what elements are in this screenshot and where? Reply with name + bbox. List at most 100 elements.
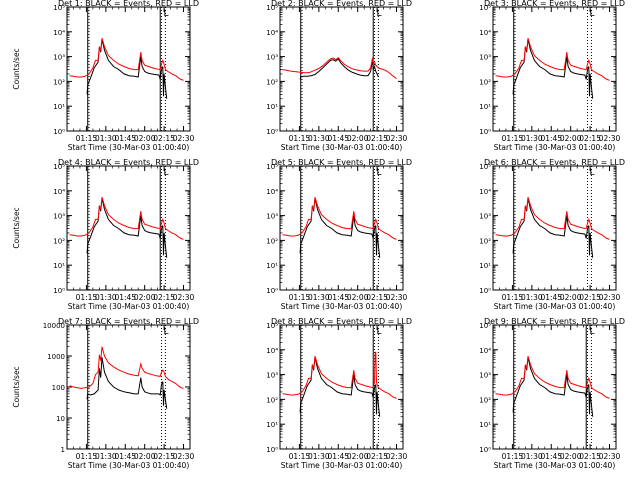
plot-frame: [66, 6, 191, 132]
x-tick-label: 02:15: [579, 293, 601, 302]
plot-frame: [492, 165, 617, 291]
plot-title: Det 1: BLACK = Events, RED = LLD: [58, 0, 199, 8]
plot-frame: [279, 324, 404, 450]
x-axis-title: Start Time (30-Mar-03 01:00:40): [281, 143, 403, 152]
x-tick-label: 02:30: [599, 452, 621, 461]
plot-frame: [492, 324, 617, 450]
x-tick-label: 01:15: [76, 293, 98, 302]
plot-title: Det 2: BLACK = Events, RED = LLD: [271, 0, 412, 8]
x-tick-label: 02:00: [347, 452, 369, 461]
plot-title: Det 6: BLACK = Events, RED = LLD: [484, 158, 625, 167]
plot-frame: [279, 165, 404, 291]
detector-plot-4: 10⁰10¹10²10³10⁴10⁵01:1501:3001:4502:0002…: [12, 158, 199, 311]
marker-flag-label: L: [164, 168, 169, 178]
lld-series-line: [69, 346, 184, 389]
y-tick-label: 10³: [266, 54, 278, 62]
y-tick-label: 10³: [479, 372, 491, 380]
x-axis-title: Start Time (30-Mar-03 01:00:40): [494, 143, 616, 152]
x-tick-label: 01:15: [76, 134, 98, 143]
marker-flag-label: L: [377, 327, 382, 337]
y-tick-label: 10³: [479, 54, 491, 62]
y-tick-label: 10¹: [479, 103, 491, 111]
detector-plot-7: 1 10 100 1000 10000 01:1501:3001:4502:0002:15…: [12, 317, 199, 470]
x-tick-label: 01:30: [521, 293, 543, 302]
x-tick-label: 02:30: [173, 293, 195, 302]
y-tick-label: 10²: [53, 237, 65, 245]
x-tick-label: 02:30: [173, 134, 195, 143]
y-tick-label: 10⁵: [53, 4, 65, 12]
y-tick-label: 10⁰: [479, 287, 491, 295]
y-tick-label: 10⁰: [266, 287, 278, 295]
detector-plot-1: 10⁰10¹10²10³10⁴10⁵01:1501:3001:4502:0002…: [12, 0, 199, 152]
lld-series-line: [495, 38, 610, 81]
y-tick-label: 10000: [43, 322, 65, 330]
x-tick-label: 02:15: [153, 452, 175, 461]
y-tick-label: 10²: [479, 396, 491, 404]
y-tick-label: 10⁴: [266, 347, 278, 355]
y-tick-label: 10¹: [479, 421, 491, 429]
x-tick-label: 02:30: [386, 134, 408, 143]
detector-plot-9: 10⁰10¹10²10³10⁴10⁵01:1501:3001:4502:0002…: [479, 317, 625, 470]
x-tick-label: 02:15: [153, 134, 175, 143]
x-tick-label: 01:45: [327, 293, 349, 302]
marker-flag-label: L: [164, 327, 169, 337]
x-tick-label: 01:45: [540, 293, 562, 302]
plot-title: Det 8: BLACK = Events, RED = LLD: [271, 317, 412, 326]
x-axis-title: Start Time (30-Mar-03 01:00:40): [68, 461, 190, 470]
y-tick-label: 10¹: [266, 262, 278, 270]
y-tick-label: 10¹: [266, 103, 278, 111]
events-series-line: [299, 58, 379, 80]
x-tick-label: 01:15: [76, 452, 98, 461]
x-tick-label: 01:15: [289, 293, 311, 302]
x-tick-label: 01:45: [114, 293, 136, 302]
x-tick-label: 01:15: [502, 452, 524, 461]
y-tick-label: 10⁰: [266, 128, 278, 136]
y-tick-label: 1: [61, 446, 65, 454]
x-tick-label: 01:15: [289, 134, 311, 143]
y-tick-label: 1000: [47, 353, 65, 361]
y-tick-label: 10²: [266, 237, 278, 245]
y-tick-label: 10⁴: [479, 188, 491, 196]
detector-plot-6: 10⁰10¹10²10³10⁴10⁵01:1501:3001:4502:0002…: [479, 158, 625, 311]
y-tick-label: 100: [52, 384, 65, 392]
y-tick-label: 10¹: [53, 262, 65, 270]
x-tick-label: 02:15: [366, 293, 388, 302]
marker-flag-label: L: [590, 9, 595, 19]
y-tick-label: 10⁰: [266, 446, 278, 454]
plot-title: Det 3: BLACK = Events, RED = LLD: [484, 0, 625, 8]
detector-plot-3: 10⁰10¹10²10³10⁴10⁵01:1501:3001:4502:0002…: [479, 0, 625, 152]
lld-series-line: [69, 197, 184, 240]
x-tick-label: 02:00: [560, 293, 582, 302]
y-tick-label: 10²: [479, 237, 491, 245]
x-tick-label: 02:30: [599, 293, 621, 302]
x-tick-label: 01:30: [95, 452, 117, 461]
x-tick-label: 01:30: [95, 293, 117, 302]
y-tick-label: 10⁵: [266, 4, 278, 12]
detector-plot-5: 10⁰10¹10²10³10⁴10⁵01:1501:3001:4502:0002…: [266, 158, 412, 311]
x-tick-label: 02:00: [560, 452, 582, 461]
x-tick-label: 01:45: [540, 452, 562, 461]
y-tick-label: 10⁰: [479, 446, 491, 454]
plot-title: Det 9: BLACK = Events, RED = LLD: [484, 317, 625, 326]
lld-series-line: [282, 351, 397, 399]
y-tick-label: 10¹: [479, 262, 491, 270]
y-tick-label: 10⁵: [479, 322, 491, 330]
y-tick-label: 10¹: [266, 421, 278, 429]
x-tick-label: 02:30: [386, 293, 408, 302]
plot-frame: [66, 324, 191, 450]
x-tick-label: 02:15: [579, 134, 601, 143]
y-tick-label: 10⁴: [479, 29, 491, 37]
x-tick-label: 01:15: [502, 134, 524, 143]
plot-frame: [492, 6, 617, 132]
x-tick-label: 01:30: [308, 452, 330, 461]
marker-flag-label: L: [377, 168, 382, 178]
lld-series-line: [69, 38, 184, 81]
x-tick-label: 01:45: [327, 452, 349, 461]
plot-frame: [279, 6, 404, 132]
x-tick-label: 02:00: [560, 134, 582, 143]
y-tick-label: 10: [56, 415, 65, 423]
y-tick-label: 10⁰: [53, 128, 65, 136]
detector-plot-2: 10⁰10¹10²10³10⁴10⁵01:1501:3001:4502:0002…: [266, 0, 412, 152]
x-tick-label: 02:00: [134, 293, 156, 302]
y-tick-label: 10⁵: [479, 4, 491, 12]
